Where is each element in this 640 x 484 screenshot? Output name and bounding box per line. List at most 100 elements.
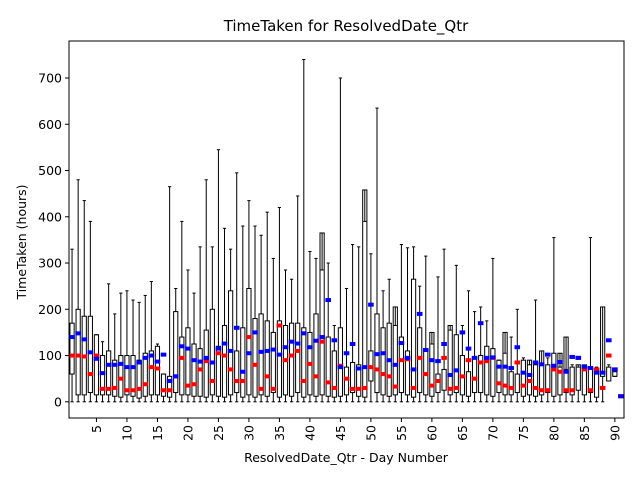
- median-marker: [282, 358, 289, 363]
- mean-marker: [331, 338, 338, 343]
- median-marker: [197, 367, 203, 372]
- x-tick-label-75: 75: [516, 425, 531, 441]
- median-marker: [343, 376, 350, 381]
- box-day-60: [429, 331, 435, 403]
- iqr-box: [99, 355, 106, 396]
- iqr-box: [410, 278, 417, 398]
- median-marker: [520, 383, 527, 388]
- iqr-box: [87, 315, 93, 394]
- box-day-69: [483, 320, 490, 403]
- median-marker: [81, 354, 88, 359]
- median-marker: [593, 367, 600, 372]
- iqr-box: [343, 366, 350, 396]
- mean-marker: [361, 365, 368, 370]
- box-day-78: [538, 350, 545, 403]
- box-day-44: [331, 324, 338, 403]
- box-day-83: [569, 354, 575, 403]
- iqr-box: [252, 318, 258, 398]
- box-day-57: [410, 246, 417, 403]
- mean-marker: [502, 364, 508, 369]
- iqr-box: [295, 322, 301, 394]
- mean-marker: [386, 358, 392, 363]
- median-marker: [258, 386, 264, 391]
- iqr-box: [435, 373, 441, 394]
- x-tick-label-50: 50: [363, 425, 378, 441]
- plot-frame: [68, 40, 625, 419]
- median-marker: [477, 360, 484, 365]
- mean-marker: [532, 360, 539, 365]
- mean-marker: [270, 347, 277, 352]
- mean-marker: [587, 366, 594, 371]
- mean-marker: [416, 311, 423, 316]
- box-day-11: [130, 299, 136, 403]
- box-day-21: [191, 292, 197, 403]
- mean-marker: [374, 352, 380, 357]
- mean-marker: [551, 363, 557, 368]
- mean-marker: [288, 339, 295, 344]
- mean-marker: [203, 355, 210, 360]
- box-day-4: [87, 220, 94, 403]
- iqr-box: [398, 336, 404, 394]
- x-tick-label-15: 15: [150, 425, 165, 441]
- mean-marker: [581, 364, 588, 369]
- mean-marker: [435, 359, 441, 364]
- box-day-55: [398, 244, 405, 403]
- y-tick-label-200: 200: [38, 302, 62, 317]
- median-marker: [569, 388, 575, 393]
- median-marker: [270, 386, 277, 391]
- box-day-72: [502, 331, 508, 403]
- median-marker: [203, 359, 210, 364]
- mean-marker: [465, 346, 472, 351]
- box-day-73: [508, 336, 514, 403]
- mean-marker: [136, 360, 142, 365]
- box-day-23: [203, 179, 210, 403]
- mean-marker: [221, 341, 228, 346]
- iqr-box: [203, 329, 209, 398]
- iqr-box: [557, 352, 563, 396]
- box-day-48: [355, 246, 362, 403]
- box-day-20: [185, 269, 191, 403]
- box-day-25: [215, 149, 222, 403]
- median-marker: [551, 367, 557, 372]
- box-day-40: [307, 250, 313, 403]
- median-marker: [221, 353, 228, 358]
- median-marker: [496, 381, 502, 386]
- iqr-box: [75, 308, 81, 396]
- iqr-box: [215, 345, 222, 397]
- mean-marker: [325, 298, 332, 303]
- iqr-box: [319, 232, 325, 396]
- box-day-82: [563, 336, 569, 403]
- median-marker: [453, 385, 460, 390]
- iqr-box: [331, 350, 337, 398]
- box-day-67: [471, 311, 478, 403]
- box-day-8: [111, 313, 118, 403]
- box-day-56: [404, 247, 411, 403]
- iqr-box: [289, 322, 295, 397]
- iqr-box: [148, 350, 154, 396]
- mean-marker: [313, 338, 319, 343]
- mean-marker: [337, 365, 344, 370]
- median-marker: [563, 388, 569, 393]
- mean-marker: [490, 355, 496, 360]
- box-day-29: [240, 225, 246, 403]
- box-day-47: [349, 244, 356, 403]
- median-marker: [136, 386, 142, 391]
- iqr-box: [234, 350, 240, 394]
- iqr-box: [453, 334, 459, 394]
- mean-marker: [166, 378, 173, 383]
- box-day-80: [551, 237, 557, 403]
- mean-marker: [264, 348, 271, 353]
- iqr-box: [130, 355, 136, 397]
- iqr-box: [526, 359, 533, 396]
- median-marker: [276, 323, 283, 328]
- median-marker: [459, 374, 466, 379]
- x-tick-label-5: 5: [89, 425, 104, 433]
- mean-marker: [410, 367, 417, 372]
- box-day-5: [93, 334, 100, 403]
- box-day-61: [435, 276, 441, 403]
- mean-marker: [319, 335, 325, 340]
- median-marker: [124, 388, 130, 393]
- iqr-box: [429, 331, 435, 397]
- mean-marker: [87, 350, 94, 355]
- mean-marker: [197, 359, 203, 364]
